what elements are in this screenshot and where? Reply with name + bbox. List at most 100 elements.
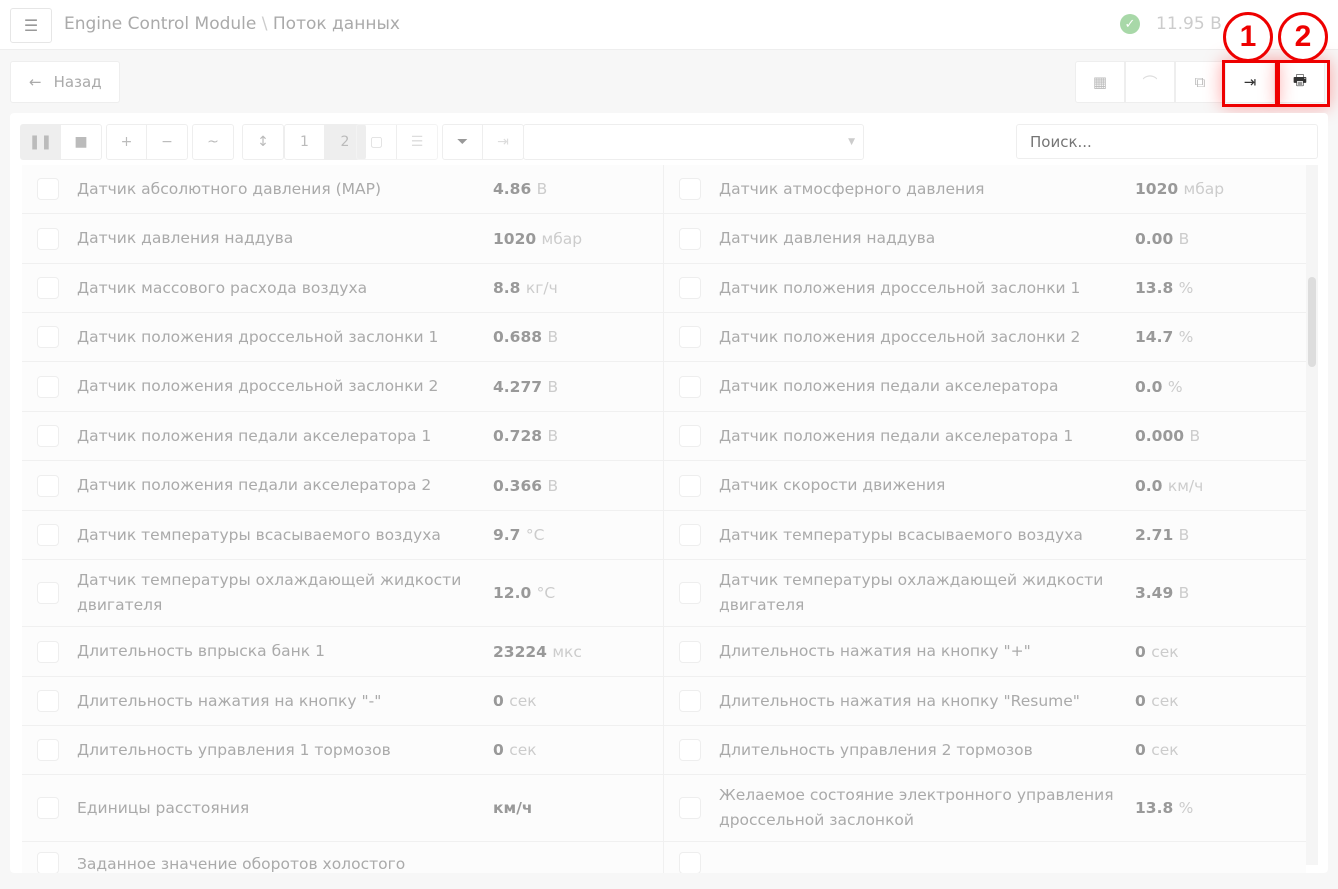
parameter-checkbox[interactable] [679, 640, 701, 663]
parameter-cell[interactable]: Длительность впрыска банк 1 23224 мкс [22, 627, 664, 676]
value-unit: сек [509, 741, 537, 759]
add-button[interactable]: + [107, 125, 147, 159]
parameter-checkbox[interactable] [679, 326, 701, 348]
parameter-cell[interactable]: Длительность нажатия на кнопку "+" 0 сек [664, 627, 1306, 676]
voltage-value: 11.95 В [1156, 14, 1222, 34]
parameter-cell[interactable]: Датчик давления наддува 1020 мбар [22, 214, 664, 263]
parameter-cell[interactable]: Датчик положения педали акселератора 1 0.… [664, 412, 1306, 460]
remove-button[interactable]: − [147, 125, 187, 159]
search-input[interactable] [1016, 124, 1318, 159]
parameter-checkbox[interactable] [679, 474, 701, 497]
parameter-checkbox[interactable] [679, 178, 701, 200]
parameter-cell[interactable]: Датчик температуры охлаждающей жидкости … [22, 560, 664, 626]
wave-button[interactable]: ~ [193, 125, 233, 159]
parameter-label: Длительность нажатия на кнопку "+" [719, 642, 1031, 660]
annotation-2: 2 [1278, 12, 1328, 62]
arrow-to-right-icon: ⇥ [497, 134, 509, 150]
value-number: км/ч [493, 799, 533, 817]
value-unit: мбар [541, 229, 583, 248]
menu-button[interactable]: ☰ [10, 8, 52, 43]
print-button[interactable]: 🖶 [1275, 61, 1325, 103]
parameter-value: 0.0 км/ч [1135, 477, 1203, 495]
parameter-checkbox[interactable] [37, 178, 59, 200]
parameter-cell[interactable]: Длительность управления 2 тормозов 0 сек [664, 726, 1306, 774]
breadcrumb-separator: \ [261, 14, 268, 34]
parameter-checkbox[interactable] [37, 524, 59, 546]
parameter-cell[interactable]: Заданное значение оборотов холостого [22, 842, 664, 873]
breadcrumb-app[interactable]: Engine Control Module [64, 14, 257, 34]
parameter-cell[interactable]: Датчик атмосферного давления 1020 мбар [664, 165, 1306, 213]
parameter-cell[interactable]: Датчик температуры охлаждающей жидкости … [664, 560, 1306, 626]
parameter-cell[interactable]: Датчик положения дроссельной заслонки 2 4… [22, 362, 664, 411]
chart-view-button[interactable]: ⌒ [1125, 61, 1175, 103]
back-button[interactable]: ← Назад [10, 61, 120, 103]
jump-button[interactable]: ⇥ [483, 125, 523, 159]
clear-selection-button[interactable]: ▢ [357, 125, 397, 159]
parameter-cell[interactable]: Датчик положения педали акселератора 1 0.… [22, 412, 664, 460]
fullscreen-button[interactable]: ⧉ [1175, 61, 1225, 103]
parameter-cell[interactable]: Единицы расстояния км/ч [22, 775, 664, 841]
parameter-checkbox[interactable] [679, 277, 701, 299]
table-row: Датчик давления наддува 1020 мбар Датчик д… [22, 214, 1306, 264]
parameter-cell[interactable]: Длительность управления 1 тормозов 0 сек [22, 726, 664, 774]
parameter-cell[interactable]: Датчик положения педали акселератора 0.0 … [664, 362, 1306, 411]
parameter-value: 1020 мбар [493, 230, 582, 248]
parameter-checkbox[interactable] [679, 797, 701, 819]
value-number: 0 [1135, 741, 1146, 759]
parameter-checkbox[interactable] [37, 797, 59, 819]
parameter-checkbox[interactable] [679, 582, 701, 604]
parameter-cell[interactable] [664, 842, 1306, 873]
parameter-checkbox[interactable] [679, 739, 701, 761]
parameter-checkbox[interactable] [679, 852, 701, 873]
group-select[interactable]: ▼ [523, 124, 864, 160]
one-column-button[interactable]: 1 [285, 125, 325, 159]
parameter-checkbox[interactable] [37, 277, 59, 299]
parameter-checkbox[interactable] [37, 326, 59, 348]
parameter-value: 0 сек [1135, 741, 1179, 759]
two-column-button[interactable]: 2 [325, 125, 365, 159]
parameter-checkbox[interactable] [679, 524, 701, 546]
parameter-checkbox[interactable] [37, 227, 59, 250]
stop-button[interactable]: ■ [61, 125, 101, 159]
value-number: 0 [1135, 692, 1146, 710]
list-button[interactable]: ☰ [397, 125, 437, 159]
row-height-button[interactable]: ↕ [243, 125, 283, 159]
parameter-cell[interactable]: Датчик положения дроссельной заслонки 1 0… [22, 313, 664, 361]
minus-icon: − [161, 134, 173, 150]
grid-view-button[interactable]: ▦ [1075, 61, 1125, 103]
parameter-label: Датчик положения педали акселератора 1 [719, 426, 1074, 445]
parameter-checkbox[interactable] [37, 640, 59, 663]
parameter-checkbox[interactable] [37, 582, 59, 604]
pause-button[interactable]: ❚❚ [21, 125, 61, 159]
parameter-checkbox[interactable] [37, 425, 59, 447]
parameter-cell[interactable]: Желаемое состояние электронного управлен… [664, 775, 1306, 841]
parameter-cell[interactable]: Длительность нажатия на кнопку "-" 0 сек [22, 677, 664, 725]
parameter-checkbox[interactable] [679, 425, 701, 447]
parameter-checkbox[interactable] [679, 227, 701, 250]
parameter-cell[interactable]: Датчик абсолютного давления (MAP) 4.86 В [22, 165, 664, 213]
parameter-checkbox[interactable] [37, 739, 59, 761]
parameter-checkbox[interactable] [679, 375, 701, 398]
scrollbar[interactable] [1306, 165, 1318, 865]
parameter-value: 0.00 В [1135, 230, 1189, 248]
parameter-checkbox[interactable] [37, 375, 59, 398]
parameter-cell[interactable]: Датчик скорости движения 0.0 км/ч [664, 461, 1306, 510]
parameter-cell[interactable]: Датчик положения педали акселератора 2 0.… [22, 461, 664, 510]
clear-filter-button[interactable]: ⏷ [443, 125, 483, 159]
parameter-checkbox[interactable] [37, 690, 59, 712]
parameter-checkbox[interactable] [37, 852, 59, 873]
parameter-cell[interactable]: Датчик температуры всасываемого воздуха 9… [22, 511, 664, 559]
parameter-cell[interactable]: Датчик положения дроссельной заслонки 1 1… [664, 264, 1306, 312]
parameter-checkbox[interactable] [37, 474, 59, 497]
parameter-cell[interactable]: Длительность нажатия на кнопку "Resume" 0… [664, 677, 1306, 725]
parameter-cell[interactable]: Датчик массового расхода воздуха 8.8 кг/ч [22, 264, 664, 312]
export-button[interactable]: ⇥ [1225, 61, 1275, 103]
parameter-checkbox[interactable] [679, 690, 701, 712]
file-import-icon: ⇥ [1243, 73, 1257, 91]
parameter-cell[interactable]: Датчик положения дроссельной заслонки 2 1… [664, 313, 1306, 361]
parameter-label: Единицы расстояния [77, 798, 250, 817]
parameter-cell[interactable]: Датчик температуры всасываемого воздуха 2… [664, 511, 1306, 559]
scrollbar-thumb[interactable] [1308, 277, 1316, 367]
parameter-cell[interactable]: Датчик давления наддува 0.00 В [664, 214, 1306, 263]
parameter-value: 2.71 В [1135, 526, 1189, 544]
